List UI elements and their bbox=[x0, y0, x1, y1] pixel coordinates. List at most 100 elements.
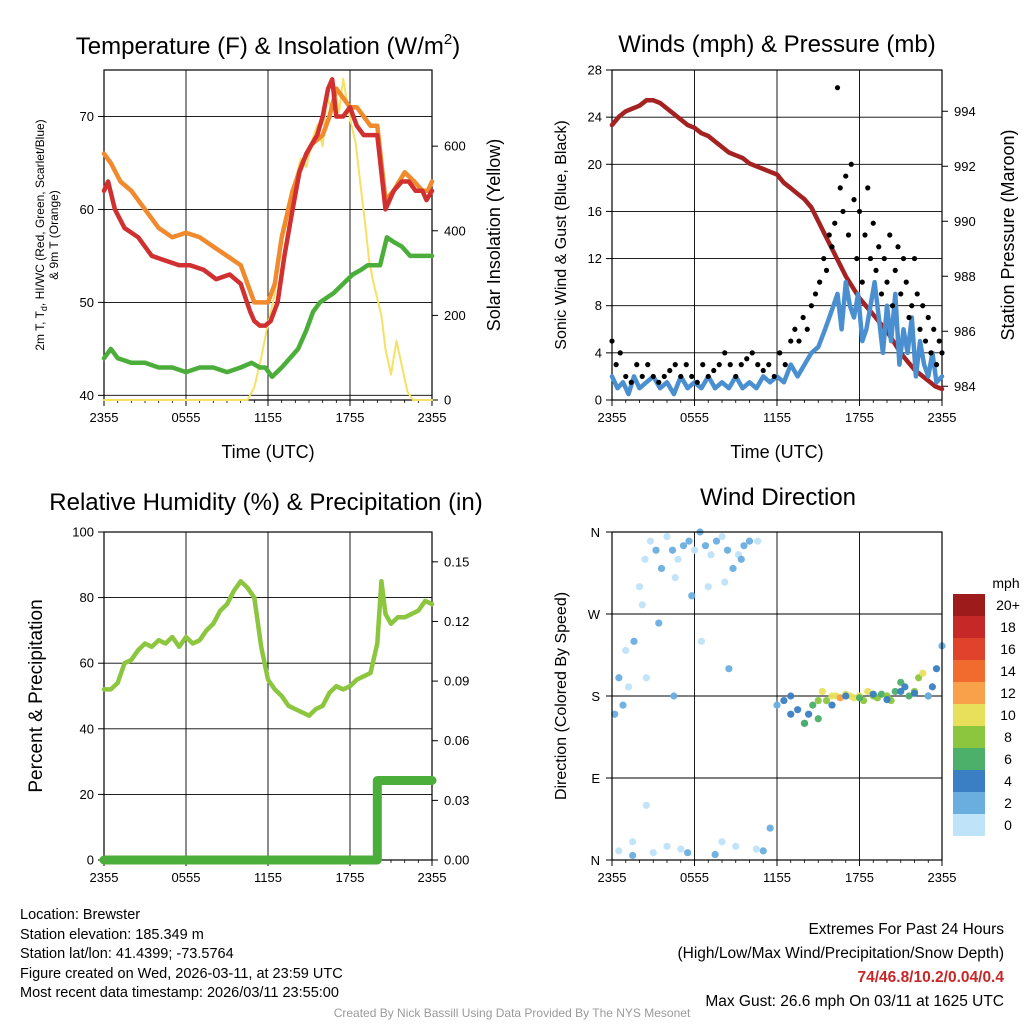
direction-point bbox=[684, 849, 692, 857]
legend-swatch bbox=[953, 594, 985, 616]
winds-gust-point bbox=[792, 326, 798, 332]
legend-label: 12 bbox=[1000, 685, 1016, 701]
winds-gust-point bbox=[755, 362, 761, 368]
winds-gust-point bbox=[876, 244, 882, 250]
legend-label: 0 bbox=[1004, 817, 1012, 833]
direction-point bbox=[723, 546, 732, 554]
winds-gust-point bbox=[903, 279, 909, 285]
winds-gust-point bbox=[694, 379, 700, 385]
direction-point bbox=[721, 578, 729, 586]
direction-point bbox=[663, 842, 671, 850]
direction-point bbox=[924, 692, 932, 700]
temperature-plot-frame bbox=[103, 69, 433, 401]
temperature-ylabel-line1: 2m T, Td, HI/WC (Red, Green, Scarlet/Blu… bbox=[33, 119, 49, 350]
direction-xtick-label: 2355 bbox=[598, 870, 627, 885]
direction-ytick-label: N bbox=[591, 525, 600, 540]
direction-point bbox=[663, 532, 671, 541]
direction-point bbox=[883, 696, 891, 704]
winds-xtick-label: 1755 bbox=[845, 410, 874, 425]
winds-gust-point bbox=[617, 350, 623, 356]
direction-point bbox=[655, 619, 663, 627]
winds-gust-point bbox=[796, 338, 802, 344]
legend-swatch bbox=[953, 682, 985, 704]
winds-gust-point bbox=[898, 291, 904, 297]
direction-point bbox=[759, 847, 767, 855]
winds-gust-point bbox=[909, 303, 915, 309]
humidity-ytick-label: 0 bbox=[87, 853, 94, 868]
winds-ytick-label: 20 bbox=[588, 157, 602, 172]
winds-gust-point bbox=[705, 373, 711, 380]
winds-gust-point bbox=[634, 362, 640, 368]
winds-gust-point bbox=[826, 232, 832, 238]
direction-point bbox=[712, 537, 721, 545]
direction-point bbox=[809, 701, 817, 709]
winds-gust-point bbox=[914, 291, 920, 297]
humidity-relative-humidity-line bbox=[101, 578, 435, 718]
legend-label: 18 bbox=[1000, 619, 1016, 635]
winds-gust-point bbox=[920, 303, 926, 309]
direction-point bbox=[932, 665, 941, 673]
humidity-ytick-right-label: 0.00 bbox=[444, 853, 469, 868]
winds-gust-point bbox=[887, 232, 893, 238]
elevation-text: Station elevation: 185.349 m bbox=[20, 926, 204, 943]
winds-ytick-label: 12 bbox=[588, 251, 602, 266]
winds-gust-point bbox=[832, 220, 838, 226]
direction-point bbox=[677, 845, 685, 853]
winds-ytick-right-label: 984 bbox=[954, 379, 976, 394]
winds-gust-point bbox=[928, 350, 934, 356]
direction-point bbox=[652, 546, 660, 554]
direction-point bbox=[780, 696, 788, 705]
direction-point bbox=[725, 665, 733, 673]
winds-gust-point bbox=[733, 373, 739, 380]
station-info: Location: Brewster Station elevation: 18… bbox=[20, 906, 343, 1004]
direction-point bbox=[629, 851, 637, 860]
extremes-subtitle: (High/Low/Max Wind/Precipitation/Snow De… bbox=[677, 945, 1005, 962]
direction-point bbox=[649, 849, 657, 857]
winds-gust-point bbox=[867, 255, 874, 262]
legend-label: 20+ bbox=[996, 597, 1020, 613]
extremes-values: 74/46.8/10.2/0.04/0.4 bbox=[857, 969, 1004, 986]
direction-point bbox=[818, 687, 826, 696]
winds-ytick-label: 24 bbox=[588, 110, 602, 125]
winds-gust-point bbox=[711, 367, 717, 374]
winds-gust-point bbox=[716, 362, 722, 368]
direction-point bbox=[670, 692, 678, 700]
winds-gust-point bbox=[848, 161, 854, 167]
winds-gust-point bbox=[788, 338, 794, 344]
winds-gust-point bbox=[911, 255, 918, 262]
legend-swatch bbox=[953, 726, 985, 748]
winds-gust-point bbox=[683, 362, 689, 368]
recent-data-text: Most recent data timestamp: 2026/03/11 2… bbox=[20, 985, 339, 1001]
humidity-xtick-label: 1155 bbox=[254, 870, 282, 885]
winds-xtick-label: 0555 bbox=[680, 410, 709, 425]
winds-xtick-label: 1155 bbox=[763, 410, 791, 425]
legend-swatch bbox=[953, 814, 985, 836]
winds-gust-point bbox=[840, 208, 846, 215]
winds-gust-point bbox=[884, 279, 890, 285]
winds-gust-point bbox=[843, 173, 849, 179]
direction-point bbox=[787, 692, 795, 700]
winds-gust-point bbox=[727, 362, 733, 368]
direction-point bbox=[897, 687, 905, 696]
winds-gust-point bbox=[812, 291, 819, 297]
winds-gust-point bbox=[645, 362, 651, 368]
legend-label: 2 bbox=[1004, 795, 1012, 811]
winds-gust-point bbox=[667, 367, 673, 374]
direction-point bbox=[707, 551, 715, 559]
winds-gust-point bbox=[771, 373, 777, 380]
direction-plot-frame bbox=[611, 531, 943, 861]
direction-point bbox=[619, 701, 627, 709]
winds-gust-point bbox=[808, 303, 814, 309]
winds-gust-point bbox=[881, 255, 887, 262]
extremes-title: Extremes For Past 24 Hours bbox=[808, 921, 1004, 938]
humidity-title: Relative Humidity (%) & Precipitation (i… bbox=[49, 489, 482, 516]
humidity-ytick-label: 80 bbox=[80, 590, 94, 605]
direction-point bbox=[787, 710, 795, 718]
winds-gust-point bbox=[889, 303, 896, 309]
winds-gust-point bbox=[609, 338, 615, 344]
winds-gust-point bbox=[936, 338, 942, 344]
humidity-xtick-label: 2355 bbox=[90, 870, 119, 885]
winds-gust-point bbox=[845, 232, 852, 238]
